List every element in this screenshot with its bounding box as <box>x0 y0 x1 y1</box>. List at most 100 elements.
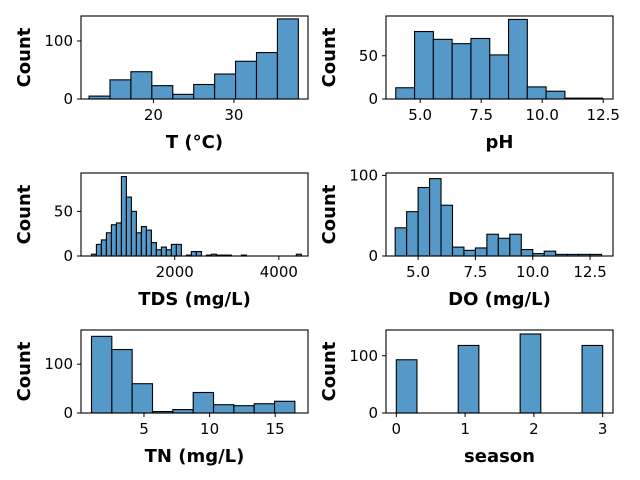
x-tick-label-ph-1: 7.5 <box>469 106 493 124</box>
histogram-bar-tds-10 <box>140 225 147 257</box>
plot-frame-do <box>385 172 614 257</box>
y-axis-label-tds: Count <box>14 184 35 244</box>
subplot-t: 20 30 0 100 T (°C) Count <box>14 15 309 153</box>
x-tick-label-tds-0: 2000 <box>156 263 194 281</box>
histogram-bar-do-10 <box>509 233 522 257</box>
histogram-bar-tds-11 <box>145 229 152 257</box>
plot-frame-ph <box>385 15 614 100</box>
x-tick-label-ph-3: 12.5 <box>587 106 620 124</box>
histogram-bar-tds-21 <box>195 250 202 257</box>
histogram-bar-ph-4 <box>470 37 491 100</box>
histogram-bar-tds-2 <box>100 239 107 257</box>
histogram-bar-t-4 <box>172 93 195 100</box>
histogram-bar-tds-20 <box>190 250 197 257</box>
histogram-bar-tds-14 <box>160 246 167 257</box>
x-tick-label-t-1: 30 <box>224 106 243 124</box>
x-tick-label-tn-2: 15 <box>266 420 285 438</box>
histogram-bar-do-0 <box>394 227 408 257</box>
subplot-ph: 5.0 7.5 10.0 12.5 0 50 pH Count <box>319 15 620 153</box>
y-axis-label-do: Count <box>319 184 340 244</box>
histogram-bar-t-3 <box>151 85 174 100</box>
y-tick-label-season-0: 0 <box>368 404 378 422</box>
histogram-bar-tn-2 <box>131 383 154 414</box>
plot-frame-tds <box>80 172 309 257</box>
x-axis-label-tds: TDS (mg/L) <box>138 289 251 310</box>
histogram-bar-do-7 <box>474 247 488 257</box>
x-tick-label-do-3: 12.5 <box>573 263 606 281</box>
x-tick-label-tds-1: 4000 <box>260 263 298 281</box>
subplot-tds: 2000 4000 0 50 TDS (mg/L) Count <box>14 172 309 310</box>
y-tick-label-t-0: 0 <box>63 90 73 108</box>
histogram-bar-t-2 <box>130 71 153 100</box>
histogram-bar-tds-1 <box>95 243 102 257</box>
histogram-bar-ph-2 <box>432 38 453 100</box>
histogram-bar-ph-3 <box>451 43 472 100</box>
y-tick-label-do-1: 100 <box>349 166 378 184</box>
plot-frame-t <box>80 15 309 100</box>
histogram-bar-tds-17 <box>175 243 182 257</box>
histogram-bar-tn-6 <box>212 404 235 414</box>
x-tick-label-tn-0: 5 <box>139 420 149 438</box>
y-axis-label-ph: Count <box>319 27 340 87</box>
histogram-bar-t-6 <box>214 73 237 100</box>
histogram-bar-do-9 <box>497 237 511 257</box>
x-tick-label-ph-0: 5.0 <box>408 106 432 124</box>
y-tick-label-tn-1: 100 <box>44 355 73 373</box>
histogram-bar-t-7 <box>235 60 258 100</box>
y-tick-label-tn-0: 0 <box>63 404 73 422</box>
histogram-bar-do-13 <box>543 250 557 257</box>
histogram-bar-ph-6 <box>507 18 528 100</box>
x-tick-label-do-1: 7.5 <box>463 263 487 281</box>
histogram-bar-do-11 <box>520 249 534 257</box>
histogram-bar-tds-13 <box>155 249 162 257</box>
histogram-bar-t-1 <box>109 79 132 100</box>
y-tick-label-season-1: 100 <box>349 347 378 365</box>
histogram-bar-do-3 <box>429 178 442 257</box>
histogram-bar-tn-1 <box>111 348 133 414</box>
y-tick-label-tds-1: 50 <box>54 202 73 220</box>
y-tick-label-do-0: 0 <box>368 247 378 265</box>
histogram-bar-tds-8 <box>130 210 137 257</box>
histogram-bar-ph-0 <box>395 87 416 100</box>
subplot-season: 0 1 2 3 0 100 season Count <box>319 329 614 467</box>
x-tick-label-t-0: 20 <box>144 106 163 124</box>
plot-frame-season <box>385 329 614 414</box>
x-axis-label-ph: pH <box>486 132 514 153</box>
histogram-bar-tn-8 <box>253 403 276 414</box>
histogram-bar-do-8 <box>486 233 499 257</box>
histogram-bar-tds-4 <box>110 224 117 257</box>
x-tick-label-season-3: 3 <box>598 420 608 438</box>
histogram-bar-season-0 <box>395 359 418 414</box>
histogram-bar-do-1 <box>406 211 419 257</box>
y-axis-label-season: Count <box>319 341 340 401</box>
x-axis-label-season: season <box>464 446 535 467</box>
histogram-bar-do-4 <box>440 204 454 257</box>
histogram-bar-do-5 <box>451 246 465 257</box>
histogram-bar-tds-16 <box>170 243 177 257</box>
x-tick-label-tn-1: 10 <box>200 420 219 438</box>
histogram-bar-ph-8 <box>545 90 566 100</box>
histogram-bar-t-8 <box>255 52 278 100</box>
histogram-bar-tn-5 <box>192 391 215 414</box>
histogram-bar-t-9 <box>276 18 299 100</box>
histogram-bar-tds-7 <box>125 196 132 257</box>
y-axis-label-t: Count <box>14 27 35 87</box>
histogram-bar-do-6 <box>463 249 476 257</box>
x-axis-label-tn: TN (mg/L) <box>145 446 245 467</box>
histogram-bar-ph-5 <box>489 54 510 100</box>
histogram-bar-tn-0 <box>90 335 113 414</box>
y-tick-label-ph-1: 50 <box>359 47 378 65</box>
histogram-bar-season-6 <box>519 333 542 414</box>
histogram-bar-ph-1 <box>414 31 434 100</box>
y-tick-label-ph-0: 0 <box>368 90 378 108</box>
histogram-bar-tn-9 <box>273 400 296 414</box>
histogram-bar-tds-9 <box>135 232 142 257</box>
x-tick-label-ph-2: 10.0 <box>526 106 559 124</box>
histogram-bar-tds-6 <box>120 176 127 257</box>
histogram-bar-do-2 <box>417 186 431 257</box>
y-tick-label-t-1: 100 <box>44 32 73 50</box>
x-tick-label-season-0: 0 <box>392 420 402 438</box>
y-axis-label-tn: Count <box>14 341 35 401</box>
histogram-bar-tds-15 <box>165 249 172 257</box>
